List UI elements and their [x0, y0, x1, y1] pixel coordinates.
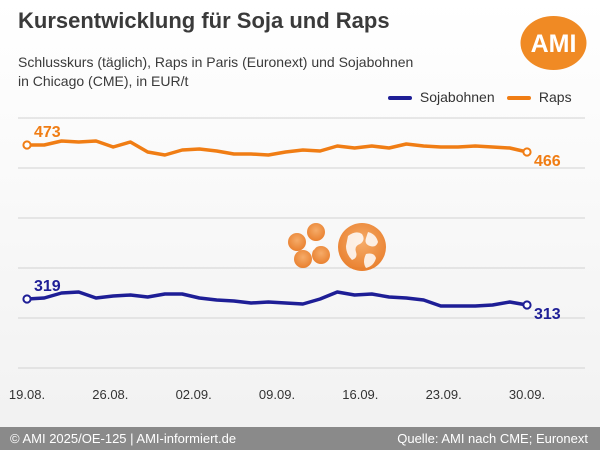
legend-swatch-sojabohnen	[388, 96, 412, 101]
x-tick-label: 23.09.	[426, 387, 462, 402]
x-tick-label: 30.09.	[509, 387, 545, 402]
chart-subtitle: Schlusskurs (täglich), Raps in Paris (Eu…	[18, 53, 458, 91]
globe-icon	[338, 223, 386, 271]
legend-swatch-raps	[507, 96, 531, 101]
series-point-raps	[22, 140, 32, 150]
x-tick-label: 09.09.	[259, 387, 295, 402]
legend-label-raps: Raps	[538, 89, 572, 105]
chart-title: Kursentwicklung für Soja und Raps	[18, 8, 390, 33]
subtitle-line-1: Schlusskurs (täglich), Raps in Paris (Eu…	[18, 54, 414, 70]
series-point-sojabohnen	[522, 300, 532, 310]
subtitle-line-2: in Chicago (CME), in EUR/t	[18, 73, 189, 89]
footer-copyright: © AMI 2025/OE-125 | AMI-informiert.de	[10, 431, 237, 446]
plot-area: 19.08. 26.08. 02.09. 09.09. 16.09. 23.09. 30.0…	[9, 117, 585, 402]
x-tick-label: 16.09.	[342, 387, 378, 402]
legend-raps: Raps	[507, 89, 572, 109]
x-tick-label: 19.08.	[9, 387, 45, 402]
series-line-sojabohnen	[25, 290, 529, 308]
series-line-raps	[25, 139, 529, 157]
x-tick-label: 26.08.	[92, 387, 128, 402]
watermark-icons	[288, 223, 386, 271]
end-label-sojabohnen: 313	[534, 306, 561, 323]
start-label-sojabohnen: 319	[34, 278, 61, 295]
series-point-raps	[522, 147, 532, 157]
legend-sojabohnen: Sojabohnen	[388, 89, 495, 109]
ami-logo: AMI	[520, 16, 587, 70]
legend-label-sojabohnen: Sojabohnen	[419, 89, 495, 105]
start-label-raps: 473	[34, 124, 61, 141]
footer-source: Quelle: AMI nach CME; Euronext	[397, 431, 588, 446]
flower-icon	[288, 223, 330, 268]
x-tick-label: 02.09.	[176, 387, 212, 402]
footer-bar: © AMI 2025/OE-125 | AMI-informiert.de Qu…	[0, 427, 600, 450]
end-label-raps: 466	[534, 153, 561, 170]
series-point-sojabohnen	[22, 294, 32, 304]
logo-text: AMI	[531, 30, 577, 58]
